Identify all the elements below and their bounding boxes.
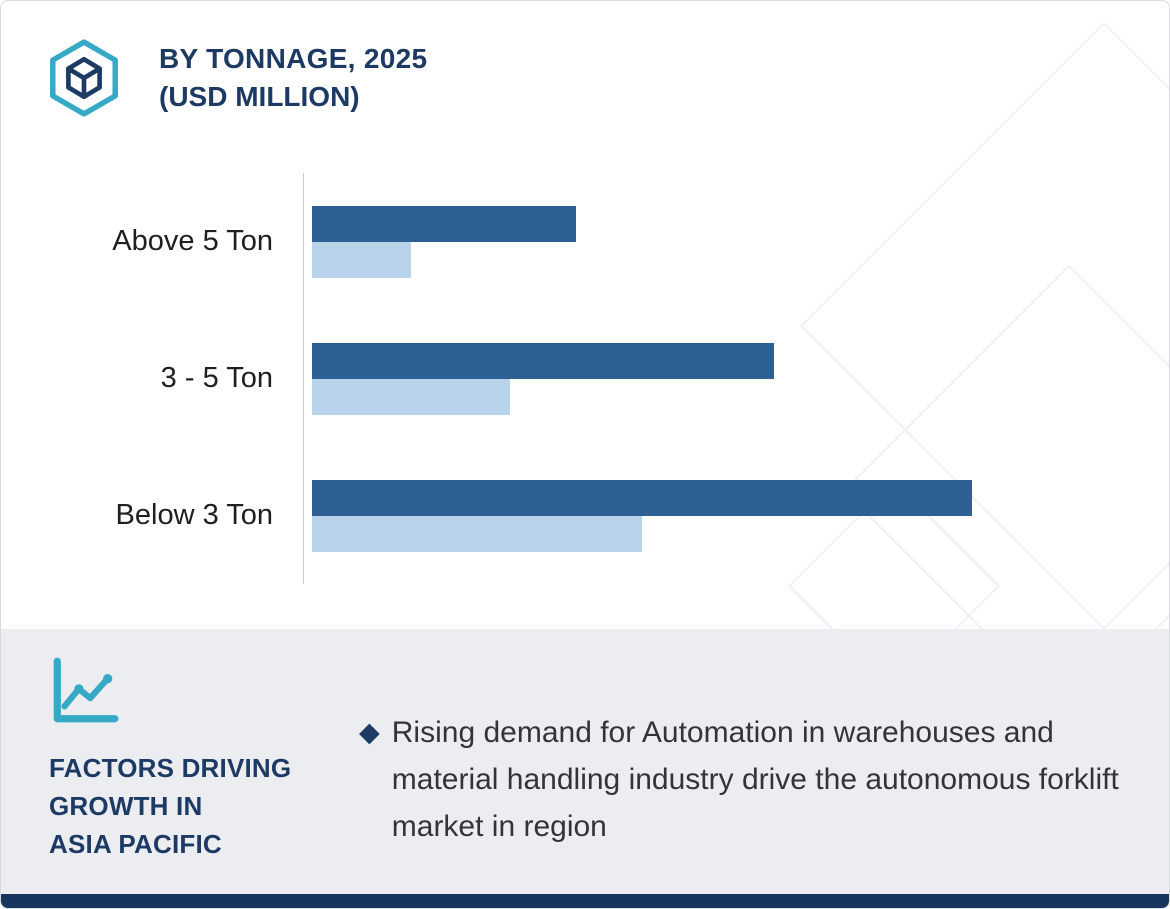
chart-row: 3 - 5 Ton	[1, 310, 1169, 447]
bar-light-blue	[312, 378, 510, 415]
diamond-bullet-icon: ◆	[359, 717, 380, 747]
bar-dark-blue	[312, 342, 774, 379]
chart-row: Above 5 Ton	[1, 173, 1169, 310]
insight-text: Rising demand for Automation in warehous…	[391, 716, 1119, 843]
chart-title-block: BY TONNAGE, 2025 (USD MILLION)	[159, 39, 427, 113]
footer-heading: FACTORS DRIVING GROWTH IN ASIA PACIFIC	[49, 749, 291, 863]
footer-heading-line: FACTORS DRIVING	[49, 753, 292, 783]
bottom-accent-bar	[1, 894, 1169, 908]
category-label: Above 5 Ton	[112, 225, 273, 257]
bar-dark-blue	[312, 205, 576, 242]
footer-heading-line: GROWTH IN	[49, 791, 203, 821]
bar-light-blue	[312, 515, 642, 552]
chart-row: Below 3 Ton	[1, 447, 1169, 584]
insight-bullet: ◆ Rising demand for Automation in wareho…	[359, 709, 1149, 850]
chart-subtitle: (USD MILLION)	[159, 81, 360, 112]
hexagon-logo-icon	[50, 39, 118, 117]
category-label: 3 - 5 Ton	[160, 362, 273, 394]
line-chart-icon	[53, 657, 119, 723]
bar-chart-rows: Above 5 Ton 3 - 5 Ton Below 3 Ton	[1, 173, 1169, 584]
chart-header: BY TONNAGE, 2025 (USD MILLION)	[45, 39, 427, 117]
footer-heading-line: ASIA PACIFIC	[49, 829, 222, 859]
chart-title: BY TONNAGE, 2025	[159, 43, 428, 74]
footer-panel: FACTORS DRIVING GROWTH IN ASIA PACIFIC ◆…	[1, 629, 1169, 896]
bar-group	[312, 205, 576, 278]
category-label: Below 3 Ton	[115, 499, 273, 531]
bar-light-blue	[312, 241, 411, 278]
bar-group	[312, 342, 774, 415]
bar-chart: Above 5 Ton 3 - 5 Ton Below 3 Ton	[1, 173, 1169, 584]
bar-group	[312, 479, 972, 552]
y-axis-line	[303, 173, 304, 584]
bar-dark-blue	[312, 479, 972, 516]
